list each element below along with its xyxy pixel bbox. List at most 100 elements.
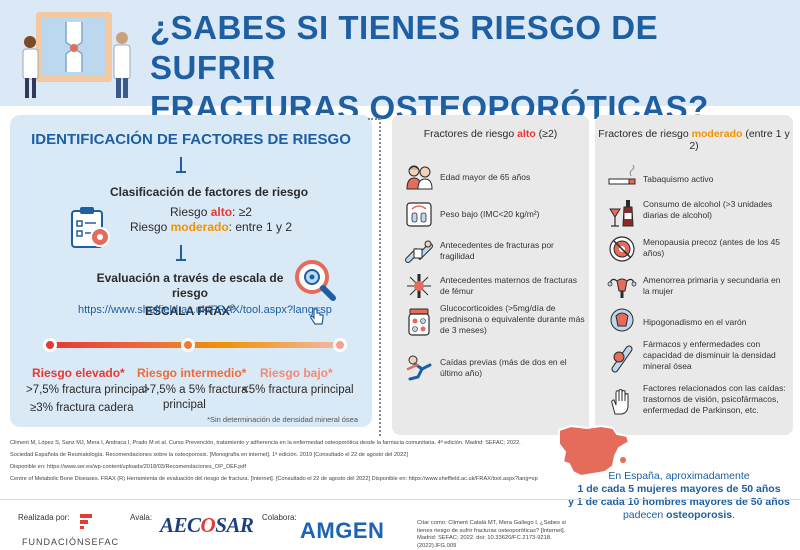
sefac-logo-icon [80,514,92,529]
footnote: *Sin determinación de densidad mineral ó… [207,415,358,424]
moderate-risk-factors-panel: Fractores de riesgo moderado (entre 1 y … [595,115,793,435]
aecosar-part-o: O [200,513,216,537]
evaluation-line-1: Evaluación a través de escala de riesgo [96,271,284,300]
bone-medication-icon [611,345,633,373]
intermediate-risk-line-2: principal [163,399,206,411]
stat-line-2: 1 de cada 5 mujeres mayores de 50 años [577,483,781,495]
factor-text: Glucocorticoides (>5mg/día de prednisona… [440,303,585,335]
factor-item: Edad mayor de 65 años [400,162,584,196]
stat-line-4-post: . [732,509,736,521]
factor-item: Caídas previas (más de dos en el último … [400,353,584,387]
doctors-xray-illustration [22,12,131,98]
moderate-risk-factors-title: Fractores de riesgo moderado (entre 1 y … [595,128,793,152]
aecosar-logo: AECOSAR [160,513,254,538]
hand-icon [611,389,629,415]
intermediate-risk-heading: Riesgo intermedio* [137,366,247,380]
factor-item: Peso bajo (IMC<20 kg/m²) [400,199,584,233]
factor-text: Antecedentes maternos de fracturas de fé… [440,275,578,296]
moderate-risk-prefix: Riesgo [129,220,171,234]
risk-scale-marker-high [43,338,57,352]
stat-line-4-pre: padecen [622,509,667,521]
alcohol-icon [609,200,634,227]
classification-title: Clasificación de factores de riesgo [110,185,309,199]
reference-item: Centre of Metabolic Bone Diseases. FRAX … [10,476,538,482]
factor-text: Consumo de alcohol (>3 unidades diarias … [643,199,773,220]
fundacion-sefac-logo: FUNDACIÓNSEFAC [22,537,120,547]
cigarette-icon [608,164,636,185]
factor-text: Edad mayor de 65 años [440,172,531,182]
risk-identification-heading: IDENTIFICACIÓN DE FACTORES DE RIESGO [31,131,351,148]
evaluation-title: Evaluación a través de escala de riesgo … [80,271,300,319]
factor-item: Fármacos y enfermedades con capacidad de… [603,339,787,379]
factor-text: Menopausia precoz (antes de los 45 años) [643,237,781,258]
collab-label: Colabora: [262,513,297,522]
high-risk-line-2: ≥3% fractura cadera [30,402,134,414]
citation: Citar como: Climent Catalá MT, Mera Gall… [417,520,566,549]
aecosar-part-a: AEC [160,513,201,537]
frax-scale-label: ESCALA FRAX [144,304,230,318]
high-risk-prefix: Riesgo [170,205,211,219]
reference-item: Sociedad Española de Reumatología. Recom… [10,452,408,458]
high-risk-factors-title: Fractores de riesgo alto (≥2) [392,128,589,140]
high-risk-heading: Riesgo elevado* [32,366,125,380]
title-word: moderado [691,128,743,140]
divider-dotted-vertical [379,118,381,436]
uterus-icon [607,278,637,298]
moderate-risk-suffix: : entre 1 y 2 [228,220,293,234]
factor-item: Hipogonadismo en el varón [603,305,787,339]
magnifier-icon [295,260,336,301]
factor-text: Antecedentes de fracturas por fragilidad [440,240,554,261]
title-word: alto [517,128,536,140]
risk-scale-marker-intermediate [181,338,195,352]
title-line-1: ¿SABES SI TIENES RIESGO DE SUFRIR [150,9,659,86]
spain-map-icon [558,424,631,478]
high-risk-factors-panel: Fractores de riesgo alto (≥2) Edad mayor… [392,115,589,435]
factor-text: Fármacos y enfermedades con capacidad de… [643,339,776,371]
pills-icon [408,308,430,336]
moderate-risk-word: moderado [170,220,229,234]
registered-mark: ® [229,305,236,312]
fracture-icon [407,274,431,298]
divider-dotted-horizontal [368,118,380,120]
factor-item: Factores relacionados con las caídas: tr… [603,383,787,423]
risk-scale-bar [50,342,340,348]
moderate-risk-rule: Riesgo moderado: entre 1 y 2 [10,220,372,234]
stat-line-4-bold: osteoporosis [666,509,733,521]
factor-text: Hipogonadismo en el varón [643,317,747,327]
title-suffix: (≥2) [535,128,558,140]
factor-item: Amenorrea primaria y secundaria en la mu… [603,271,787,305]
amgen-logo: AMGEN [300,518,385,543]
factor-text: Peso bajo (IMC<20 kg/m²) [440,209,540,219]
hormone-icon [610,308,634,332]
flow-arrow [176,157,192,173]
factor-text: Tabaquismo activo [643,174,714,184]
broken-arm-icon [405,240,433,263]
high-risk-word: alto [210,205,233,219]
footer-divider [0,499,800,500]
title-prefix: Fractores de riesgo [423,128,518,140]
factor-item: Antecedentes de fracturas por fragilidad [400,236,584,270]
stat-line-1: En España, aproximadamente [608,470,750,482]
reference-item: Disponible en: https://www.ser.es/wp-con… [10,464,247,470]
risk-scale-marker-low [333,338,347,352]
endorsed-label: Avala: [130,513,153,522]
factor-item: Glucocorticoides (>5mg/día de prednisona… [400,303,585,347]
high-risk-suffix: : ≥2 [232,205,252,219]
falling-person-icon [406,355,432,381]
risk-identification-panel: IDENTIFICACIÓN DE FACTORES DE RIESGO Cla… [10,115,372,427]
clipboard-icon [71,207,110,248]
title-prefix: Fractores de riesgo [598,128,692,140]
factor-item: Tabaquismo activo [603,162,787,196]
factor-text: Amenorrea primaria y secundaria en la mu… [643,275,781,296]
references: Climent M, López S, Sanz MJ, Mera I, And… [10,437,555,485]
elderly-couple-icon [406,165,433,190]
reference-item: Climent M, López S, Sanz MJ, Mera I, And… [10,440,521,446]
header-banner: ¿SABES SI TIENES RIESGO DE SUFRIR FRACTU… [0,0,800,126]
high-risk-line-1: >7,5% fractura principal [26,384,148,396]
frax-url-link[interactable]: https://www.sheffield.ac.uk/FRAX/tool.as… [78,304,332,316]
factor-item: Consumo de alcohol (>3 unidades diarias … [603,195,787,229]
made-by-label: Realizada por: [18,513,70,522]
factor-item: Menopausia precoz (antes de los 45 años) [603,234,787,268]
high-risk-rule: Riesgo alto: ≥2 [10,205,372,219]
aecosar-part-b: SAR [215,513,254,537]
